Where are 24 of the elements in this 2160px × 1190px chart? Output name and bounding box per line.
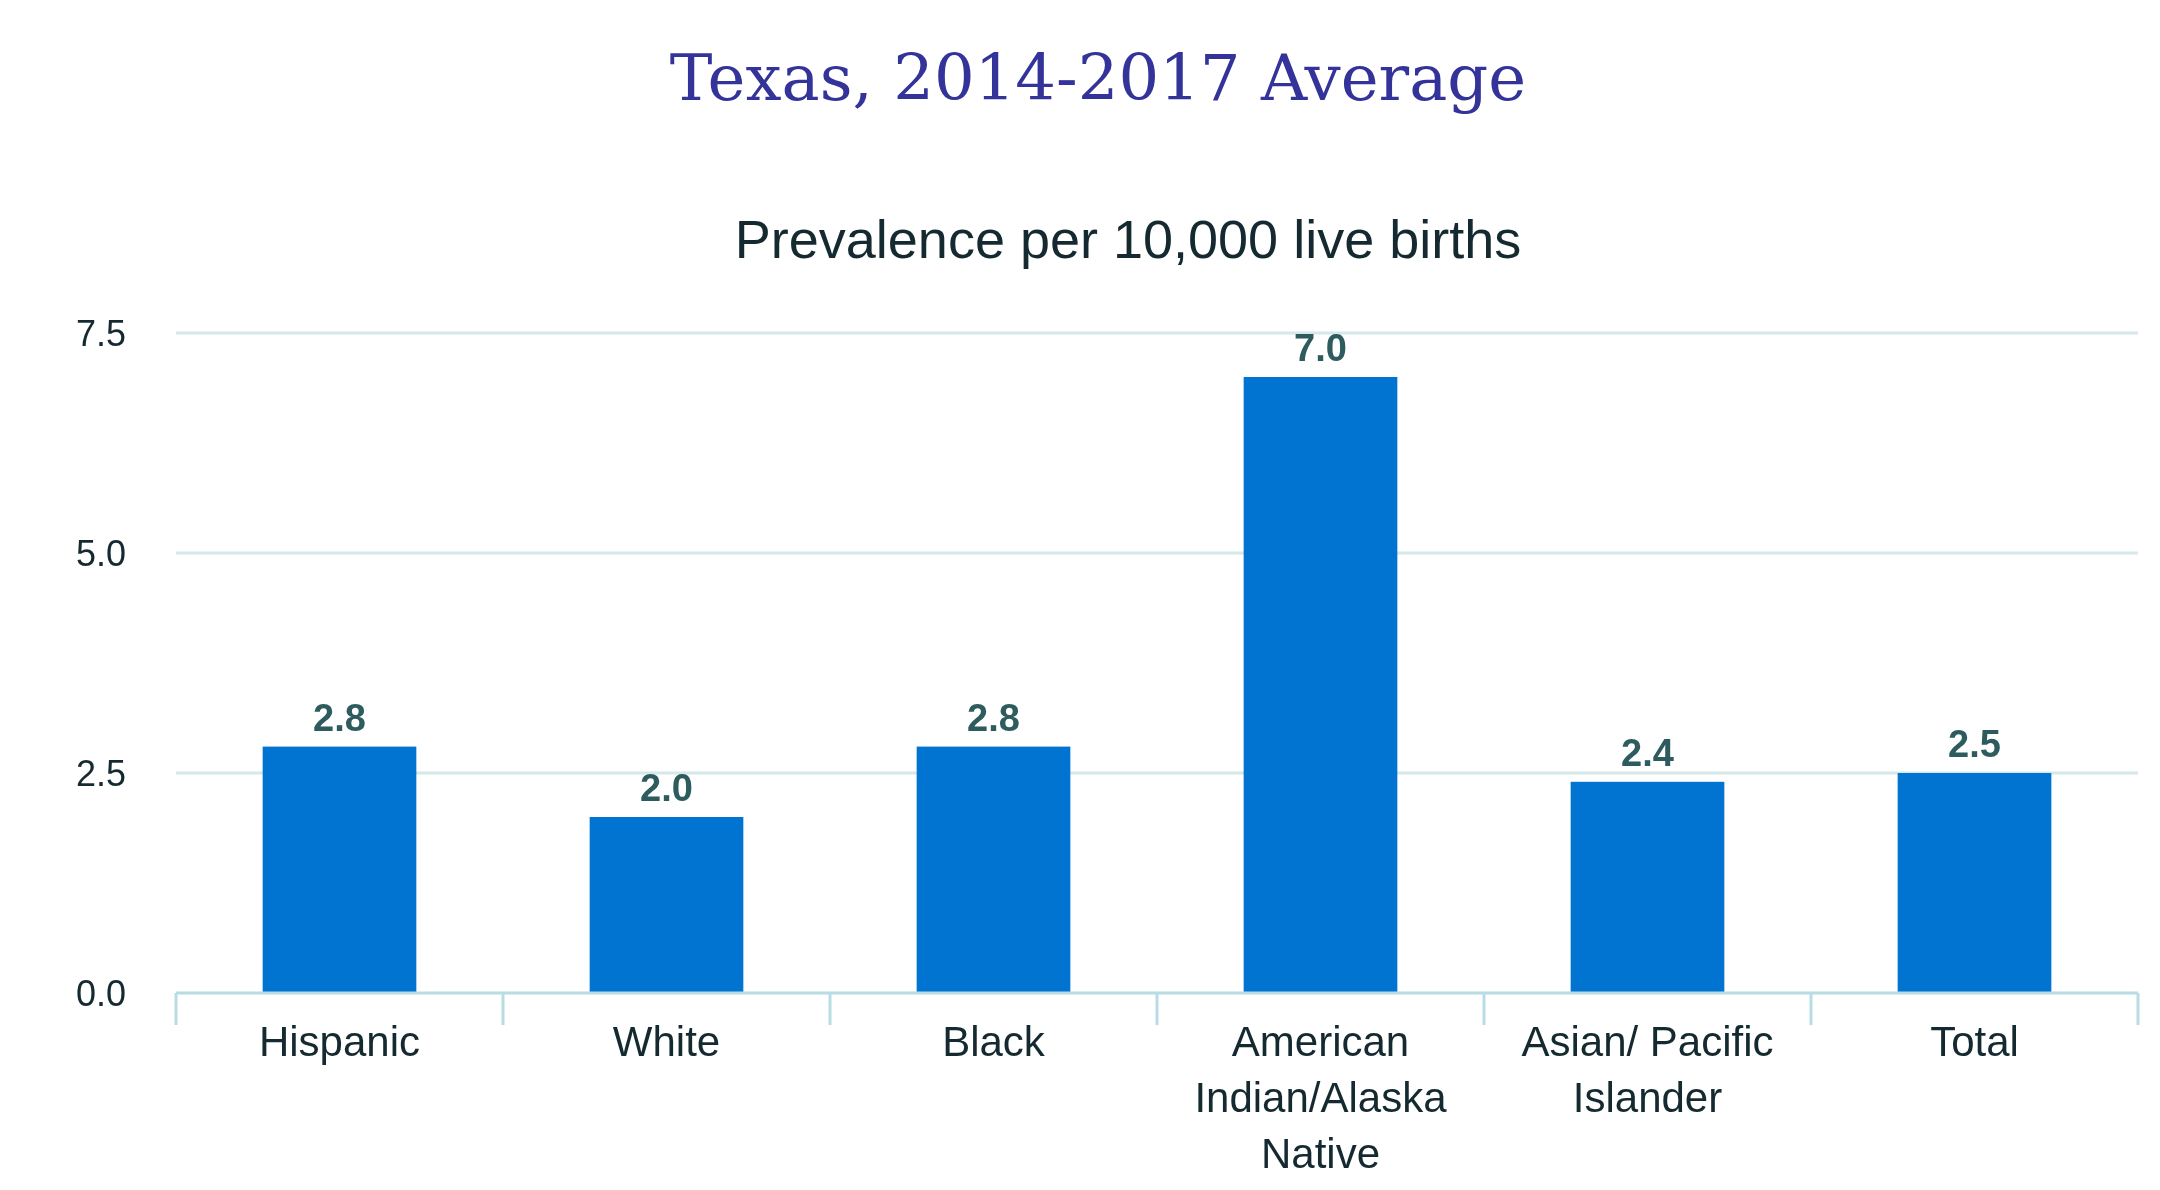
x-tick-label: Asian/ Pacific Islander <box>1521 1018 1774 1121</box>
data-label: 2.5 <box>1948 723 2001 765</box>
bar <box>1897 773 2052 993</box>
x-tick-label: American Indian/Alaska Native <box>1194 1018 1448 1177</box>
y-tick-label: 7.5 <box>75 312 126 354</box>
y-tick-label: 0.0 <box>75 972 126 1014</box>
data-label: 2.0 <box>640 767 693 809</box>
data-label: 2.4 <box>1621 731 1674 774</box>
data-label: 2.8 <box>967 696 1020 739</box>
bar <box>262 746 417 993</box>
chart-title: Texas, 2014-2017 Average <box>669 41 1527 115</box>
chart-subtitle: Prevalence per 10,000 live births <box>734 209 1522 269</box>
x-tick-label: Hispanic <box>258 1018 421 1065</box>
x-tick-label: White <box>612 1018 721 1065</box>
bar <box>916 746 1071 993</box>
y-tick-label: 5.0 <box>75 532 126 574</box>
y-tick-label: 2.5 <box>75 752 126 794</box>
data-label: 7.0 <box>1294 327 1347 369</box>
bar <box>1243 377 1398 993</box>
x-tick-label: Total <box>1930 1018 2019 1065</box>
bar <box>589 817 744 993</box>
data-label: 2.8 <box>313 696 366 739</box>
bar <box>1570 781 1725 993</box>
x-tick-label: Black <box>942 1018 1046 1065</box>
